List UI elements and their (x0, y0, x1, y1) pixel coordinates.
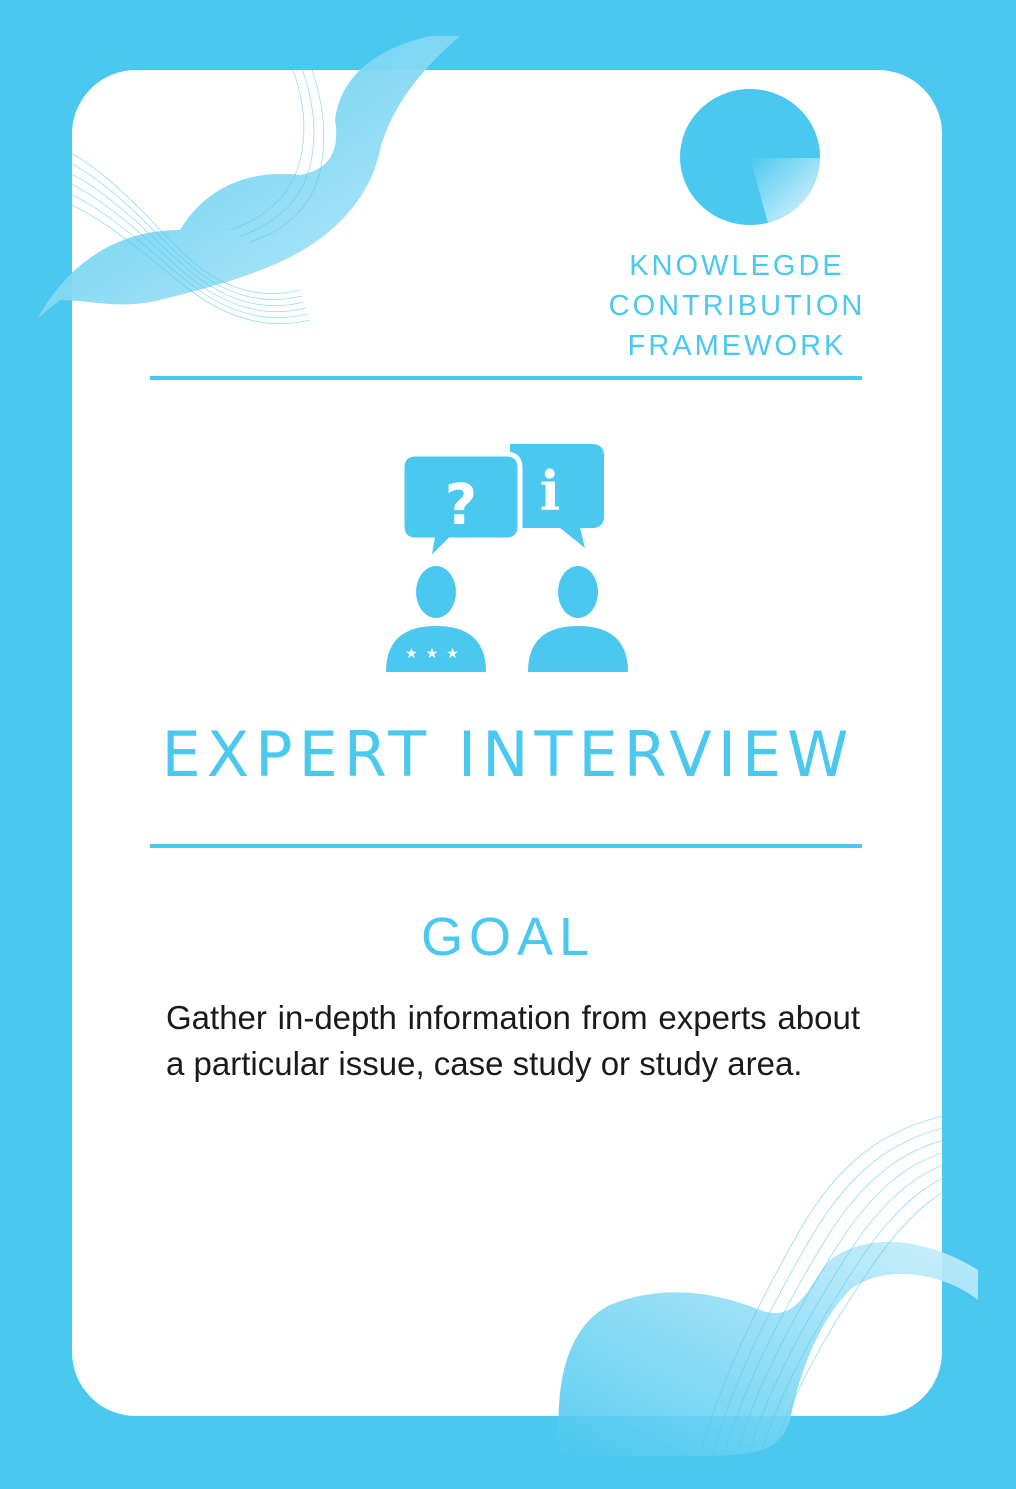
svg-text:?: ? (445, 473, 477, 538)
divider-top (150, 376, 862, 380)
brand-line: CONTRIBUTION (608, 290, 866, 322)
expert-interview-icon: ? i ★★★ (380, 440, 640, 680)
brand-logo (608, 88, 866, 228)
person-head-icon (416, 566, 456, 618)
person-body-icon (386, 626, 486, 672)
svg-text:★★★: ★★★ (405, 646, 467, 662)
person-body-icon (528, 626, 628, 672)
brand-line: FRAMEWORK (627, 330, 847, 362)
pie-logo-icon (680, 88, 820, 225)
svg-text:i: i (540, 459, 561, 523)
brand-name: KNOWLEGDE CONTRIBUTION FRAMEWORK (596, 246, 878, 366)
card-title: EXPERT INTERVIEW (161, 718, 855, 791)
goal-description: Gather in-depth information from experts… (166, 999, 860, 1082)
divider-middle (150, 844, 862, 848)
goal-heading: GOAL (420, 907, 596, 967)
brand-line: KNOWLEGDE (629, 250, 845, 282)
person-head-icon (558, 566, 598, 618)
question-bubble-icon (399, 451, 523, 570)
info-bubble-icon (510, 444, 604, 548)
